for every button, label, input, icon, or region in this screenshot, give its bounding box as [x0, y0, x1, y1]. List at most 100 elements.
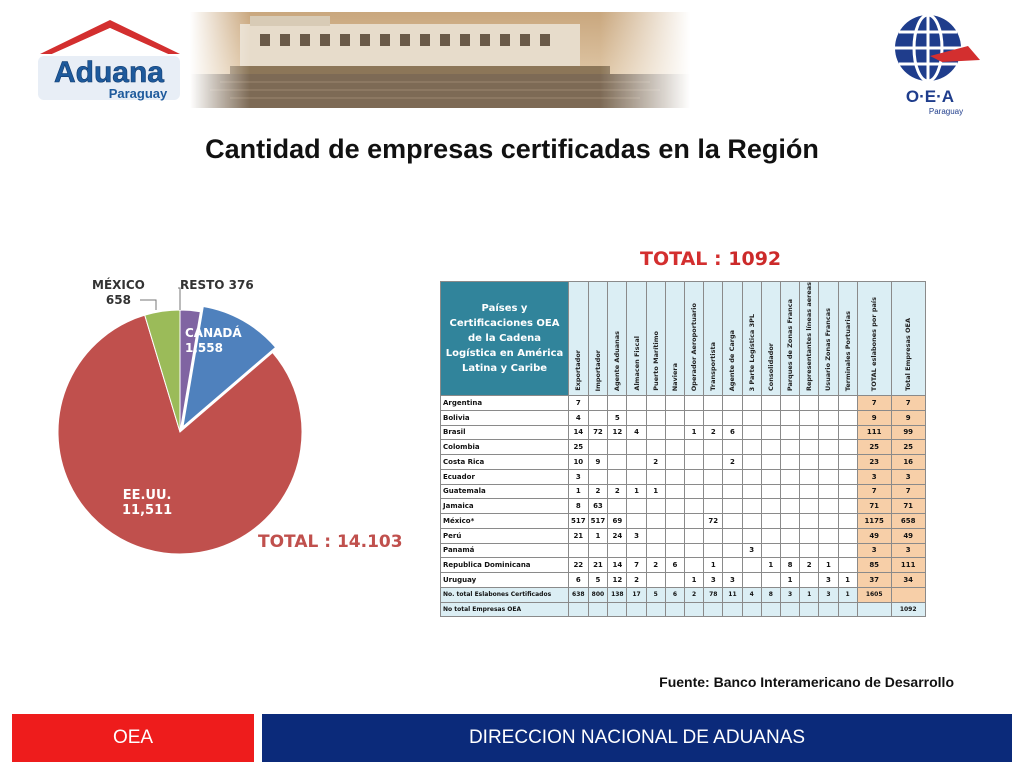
table-column-header-label: Naviera	[670, 362, 679, 392]
table-cell: 9	[890, 409, 926, 426]
table-cell	[722, 513, 743, 529]
table-sum-cell: 3	[818, 586, 839, 603]
table-cell: 111	[890, 557, 926, 574]
table-cell: 7	[626, 557, 647, 574]
table-row: Uruguay 6 5 12 2 1 3 3 1 3 1 37 34	[440, 572, 926, 588]
table-cell: 1	[683, 424, 705, 441]
table-cell	[760, 498, 781, 515]
pie-label-mexico-name: MÉXICO	[92, 278, 145, 292]
table-cell: 517	[568, 513, 589, 529]
table-cell	[837, 468, 858, 485]
table-column-header-label: Terminales Portuarias	[843, 310, 852, 392]
table-column-header: TOTAL eslabones por país	[856, 280, 892, 397]
table-cell	[837, 395, 858, 411]
table-cell: 3	[856, 468, 892, 485]
table-sum-cell	[890, 586, 926, 603]
table-total-companies-row: No total Empresas OEA 1092	[440, 601, 926, 618]
table-column-header: 3 Parte Logística 3PL	[741, 280, 762, 397]
table-cell	[799, 439, 820, 456]
table-cell	[741, 395, 762, 411]
table-cell	[683, 542, 705, 559]
table-cell	[799, 454, 820, 470]
table-empty-cell	[799, 601, 820, 618]
table-cell	[818, 454, 839, 470]
table-cell	[799, 483, 820, 500]
table-cell	[664, 395, 686, 411]
table-cell	[664, 468, 686, 485]
table-cell	[799, 498, 820, 515]
table-sum-cell: 2	[683, 586, 705, 603]
table-row-country: Costa Rica	[440, 454, 569, 470]
table-cell: 3	[568, 468, 589, 485]
table-cell	[779, 513, 801, 529]
table-cell: 658	[890, 513, 926, 529]
table-cell	[837, 513, 858, 529]
table-sum-label: No. total Eslabones Certificados	[440, 586, 569, 603]
table-cell	[645, 527, 666, 544]
table-cell: 8	[779, 557, 801, 574]
table-cell	[741, 454, 762, 470]
table-cell: 49	[890, 527, 926, 544]
table-cell	[837, 542, 858, 559]
table-column-header-label: Parques de Zonas Franca	[786, 298, 795, 392]
table-cell	[722, 409, 743, 426]
table-row-country: Colombia	[440, 439, 569, 456]
table-row-country: México*	[440, 513, 569, 529]
table-cell	[626, 454, 647, 470]
table-column-header: Importador	[587, 280, 609, 397]
pie-label-eeuu-value: 11,511	[122, 503, 173, 518]
table-cell	[645, 498, 666, 515]
table-row: Perú 21 1 24 3 49 49	[440, 527, 926, 544]
table-column-header: Agente de Carga	[722, 280, 743, 397]
table-column-header-label: Usuario Zonas Francas	[824, 308, 833, 392]
table-row-country: Republica Dominicana	[440, 557, 569, 574]
table-cell	[760, 542, 781, 559]
table-cell: 49	[856, 527, 892, 544]
pie-label-canada: CANADÁ 1,558	[185, 326, 242, 356]
table-cell	[779, 454, 801, 470]
footer-direccion: DIRECCION NACIONAL DE ADUANAS	[262, 714, 1012, 762]
table-cell	[683, 439, 705, 456]
table-cell: 37	[856, 572, 892, 588]
table-row: Bolivia 4 5 9 9	[440, 409, 926, 426]
table-cell	[722, 395, 743, 411]
table-cell	[664, 542, 686, 559]
table-cell	[760, 424, 781, 441]
table-row: Panamá 3 3 3	[440, 542, 926, 559]
table-cell	[722, 498, 743, 515]
pie-label-canada-value: 1,558	[185, 341, 223, 355]
table-cell	[741, 557, 762, 574]
table-cell	[837, 439, 858, 456]
table-column-header-label: Transportista	[709, 342, 718, 392]
table-cell	[683, 454, 705, 470]
table-cell: 85	[856, 557, 892, 574]
table-cell: 9	[856, 409, 892, 426]
table-cell	[818, 424, 839, 441]
table-cell	[664, 572, 686, 588]
table-cell	[760, 439, 781, 456]
table-sum-cell: 1	[837, 586, 858, 603]
table-sum-cell: 1	[799, 586, 820, 603]
table-sum-cell: 638	[568, 586, 589, 603]
table-column-header-label: Operador Aeroportuario	[690, 302, 699, 392]
table-cell: 25	[568, 439, 589, 456]
table-cell	[779, 395, 801, 411]
table-cell: 25	[856, 439, 892, 456]
table-column-header-label: Agente de Carga	[728, 329, 737, 392]
table-cell	[645, 395, 666, 411]
table-cell	[779, 527, 801, 544]
table-cell	[837, 424, 858, 441]
pie-label-resto: RESTO 376	[180, 278, 254, 292]
table-cell: 7	[856, 395, 892, 411]
table-cell	[779, 424, 801, 441]
table-cell	[722, 527, 743, 544]
table-cell: 21	[587, 557, 609, 574]
table-cell: 5	[607, 409, 628, 426]
table-cell: 5	[587, 572, 609, 588]
oea-logo-text: O·E·A	[906, 87, 954, 106]
table-row-country: Guatemala	[440, 483, 569, 500]
table-row-country: Jamaica	[440, 498, 569, 515]
table-cell	[703, 527, 724, 544]
table-cell	[741, 513, 762, 529]
table-cell	[645, 542, 666, 559]
